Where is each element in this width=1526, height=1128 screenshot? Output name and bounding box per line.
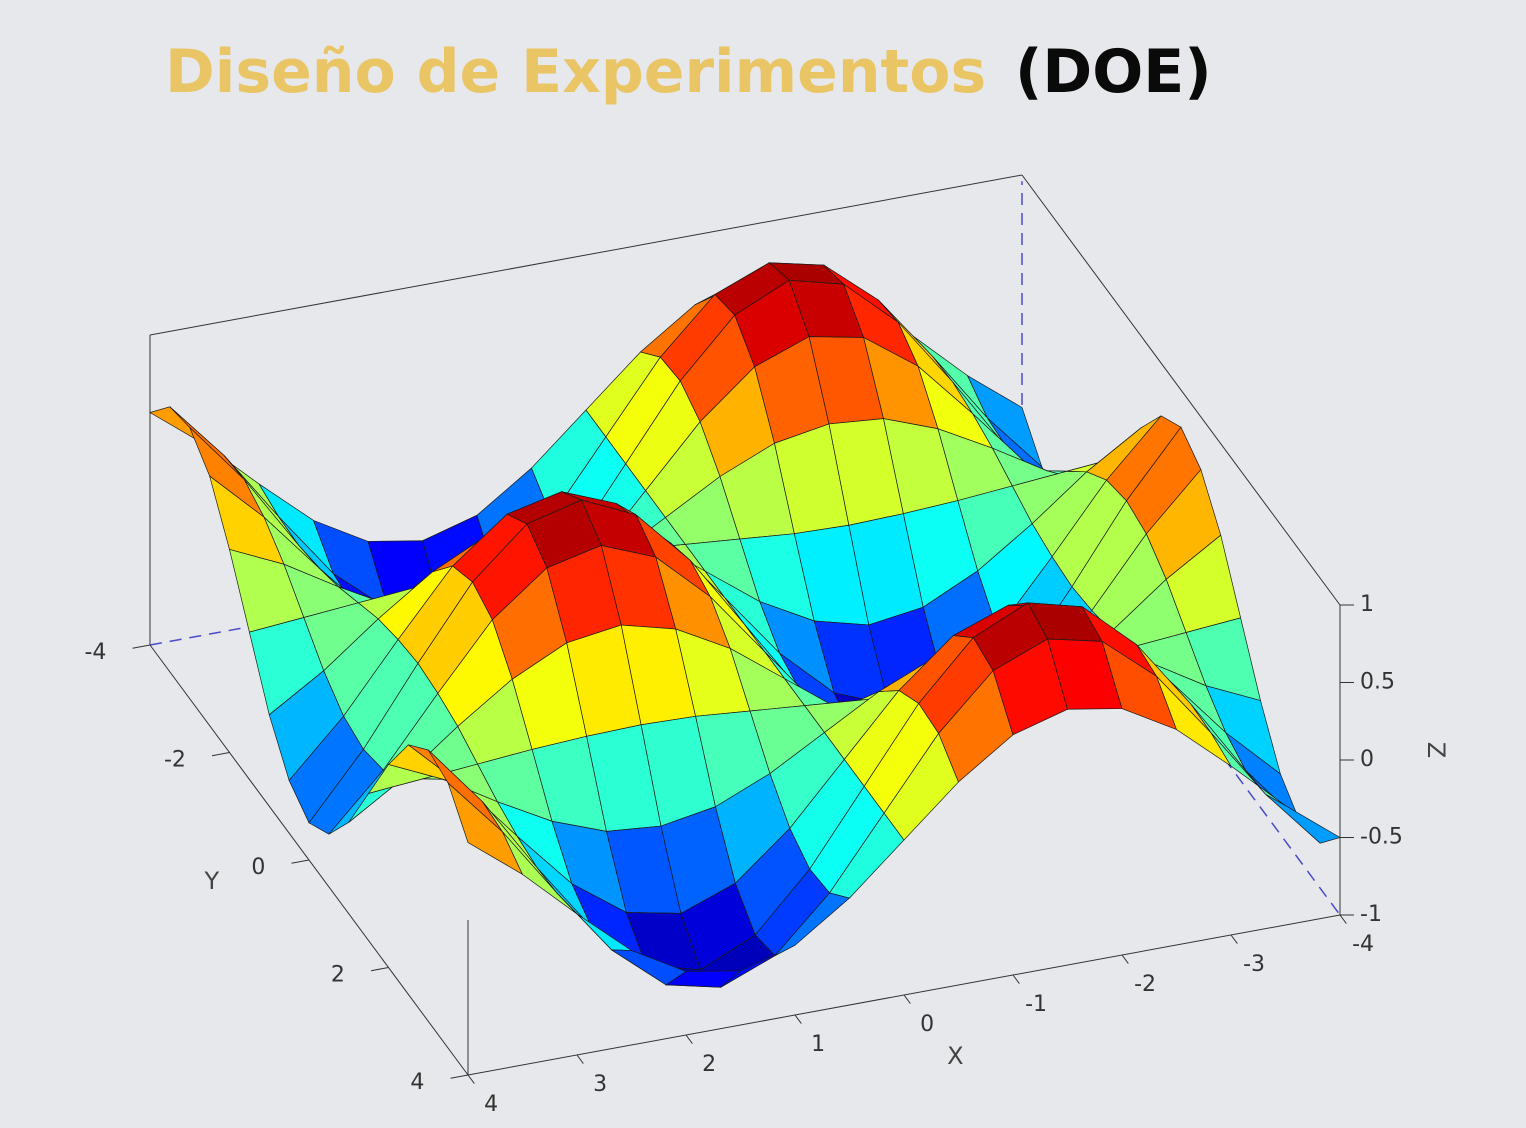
x-axis-label: X (947, 1042, 963, 1070)
chart-title-suffix: (DOE) (1015, 37, 1212, 107)
y-tick (291, 859, 310, 864)
y-tick (450, 1074, 469, 1079)
z-tick-label: -1 (1360, 902, 1382, 927)
z-axis-label: Z (1422, 742, 1450, 758)
y-tick-label: 4 (410, 1070, 424, 1095)
x-tick-label: 4 (484, 1092, 498, 1117)
z-tick-label: 0 (1360, 747, 1374, 772)
x-tick (1230, 934, 1238, 944)
x-tick-label: -4 (1352, 932, 1374, 957)
z-tick-label: -0.5 (1360, 825, 1403, 850)
x-tick (903, 994, 911, 1004)
x-tick-label: 2 (702, 1052, 716, 1077)
y-tick-label: 2 (331, 963, 345, 988)
x-tick (1012, 974, 1020, 984)
x-tick (1121, 954, 1129, 964)
x-tick (1339, 914, 1347, 924)
z-tick-label: 0.5 (1360, 670, 1395, 695)
x-tick-label: -1 (1025, 992, 1047, 1017)
x-tick-label: 1 (811, 1032, 825, 1057)
x-tick (576, 1054, 584, 1064)
x-tick (685, 1034, 693, 1044)
box-edge (149, 174, 1023, 336)
box-edge (1021, 174, 1341, 606)
y-tick (132, 644, 151, 649)
y-tick (370, 967, 389, 972)
x-tick-label: -2 (1134, 972, 1156, 997)
y-tick-label: -2 (164, 748, 186, 773)
y-tick (211, 752, 230, 757)
x-tick-label: 0 (920, 1012, 934, 1037)
y-axis-label: Y (203, 867, 219, 895)
x-tick-label: 3 (593, 1072, 607, 1097)
surface-patch (1265, 793, 1341, 844)
x-tick-label: -3 (1243, 952, 1265, 977)
y-tick-label: 0 (251, 855, 265, 880)
y-tick-label: -4 (84, 640, 106, 665)
x-tick (794, 1014, 802, 1024)
z-tick-label: 1 (1360, 592, 1374, 617)
chart-title: Diseño de Experimentos (165, 37, 986, 107)
x-tick (467, 1074, 475, 1084)
